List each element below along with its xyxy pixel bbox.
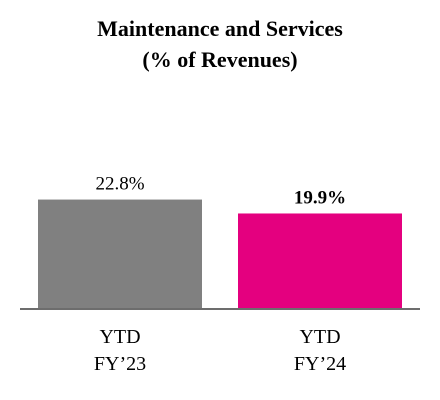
data-label-2: 19.9% (294, 187, 346, 208)
bar-2 (238, 213, 402, 309)
chart-title: Maintenance and Services (97, 16, 343, 41)
category-label-2-line-2: FY’24 (294, 353, 346, 375)
category-label-2-line-1: YTD (299, 326, 340, 348)
category-label-1-line-2: FY’23 (94, 353, 146, 375)
category-label-1-line-1: YTD (99, 326, 140, 348)
chart-subtitle: (% of Revenues) (142, 47, 298, 72)
bar-1 (38, 199, 202, 309)
data-label-1: 22.8% (95, 174, 144, 195)
